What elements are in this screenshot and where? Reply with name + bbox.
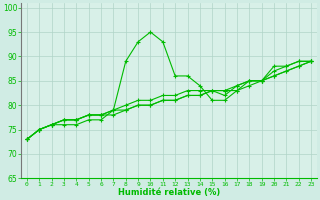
X-axis label: Humidité relative (%): Humidité relative (%) — [118, 188, 220, 197]
